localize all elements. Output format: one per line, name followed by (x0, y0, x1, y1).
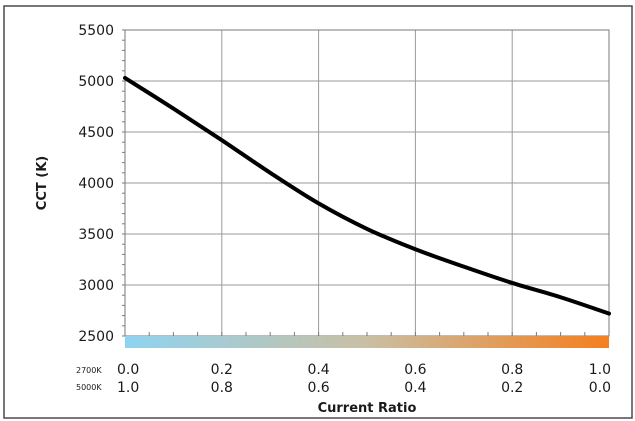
x-tick-label-top: 0.0 (117, 362, 139, 378)
row-label-2700k: 2700K (76, 366, 102, 375)
y-tick-label: 4000 (78, 176, 114, 192)
row-label-5000k: 5000K (76, 383, 102, 392)
minor-ticks (122, 29, 610, 337)
data-point (607, 312, 611, 316)
x-tick-label-top: 0.2 (211, 362, 233, 378)
x-tick-label-bottom: 1.0 (117, 380, 139, 396)
data-point (268, 171, 272, 175)
data-point (171, 107, 175, 111)
x-tick-labels-top: 0.0 0.2 0.4 0.6 0.8 1.0 (117, 362, 611, 378)
x-tick-labels-bottom: 1.0 0.8 0.6 0.4 0.2 0.0 (117, 380, 611, 396)
x-tick-label-bottom: 0.8 (211, 380, 233, 396)
y-axis-title: CCT (K) (35, 156, 50, 210)
y-tick-label: 3000 (78, 278, 114, 294)
y-tick-label: 5000 (78, 74, 114, 90)
x-tick-label-top: 0.6 (404, 362, 426, 378)
x-tick-label-bottom: 0.4 (404, 380, 426, 396)
y-tick-label: 3500 (78, 227, 114, 243)
x-tick-label-top: 1.0 (589, 362, 611, 378)
outer-border (3, 5, 633, 419)
x-tick-label-bottom: 0.6 (307, 380, 329, 396)
y-tick-labels: 5500 5000 4500 4000 3500 3000 2500 (78, 23, 114, 345)
x-axis-title: Current Ratio (318, 401, 417, 416)
x-tick-label-top: 0.8 (501, 362, 523, 378)
data-point (123, 76, 127, 80)
data-point (413, 247, 417, 251)
y-tick-label: 2500 (78, 329, 114, 345)
data-point (559, 295, 563, 299)
y-tick-label: 4500 (78, 125, 114, 141)
x-tick-label-bottom: 0.2 (501, 380, 523, 396)
data-point (317, 201, 321, 205)
data-point (220, 138, 224, 142)
y-tick-label: 5500 (78, 23, 114, 39)
color-temperature-bar (125, 336, 609, 348)
x-tick-label-top: 0.4 (307, 362, 329, 378)
data-point (365, 227, 369, 231)
x-tick-label-bottom: 0.0 (589, 380, 611, 396)
cct-series-line (123, 75, 611, 316)
data-point (510, 281, 514, 285)
data-point (462, 265, 466, 269)
